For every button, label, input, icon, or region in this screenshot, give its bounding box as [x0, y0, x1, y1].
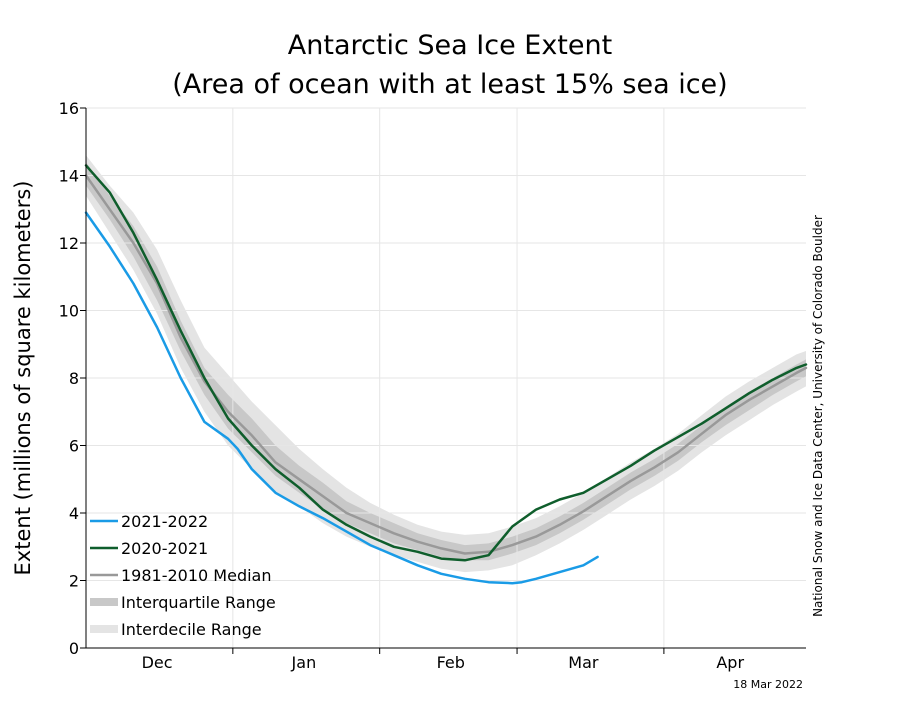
series-lines — [84, 164, 808, 585]
x-tick-label: Apr — [716, 653, 744, 672]
legend-label-interquartile-range: Interquartile Range — [121, 593, 276, 612]
x-tick-label: Feb — [437, 653, 465, 672]
credit-text: National Snow and Ice Data Center, Unive… — [811, 215, 825, 617]
chart-subtitle: (Area of ocean with at least 15% sea ice… — [172, 69, 727, 100]
y-tick-label: 4 — [69, 504, 79, 523]
y-tick-label: 0 — [69, 639, 79, 658]
y-tick-label: 6 — [69, 437, 79, 456]
y-tick-label: 16 — [59, 99, 79, 118]
y-tick-label: 10 — [59, 302, 79, 321]
series-line-2021-2022 — [84, 211, 599, 585]
x-tick-label: Dec — [142, 653, 173, 672]
legend: 2021-2022 2020-2021 1981-2010 Median Interq… — [90, 512, 276, 639]
x-tick-label: Jan — [291, 653, 317, 672]
legend-label-1981-2010-median: 1981-2010 Median — [121, 566, 272, 585]
series-line-2020-2021 — [84, 164, 808, 562]
y-tick-label: 14 — [59, 167, 79, 186]
series-line-1981-2010-median — [84, 174, 808, 555]
legend-label-2020-2021: 2020-2021 — [121, 539, 208, 558]
y-tick-label: 2 — [69, 572, 79, 591]
legend-label-2021-2022: 2021-2022 — [121, 512, 208, 531]
chart-title: Antarctic Sea Ice Extent — [288, 30, 612, 61]
date-stamp: 18 Mar 2022 — [733, 678, 803, 691]
y-tick-label: 12 — [59, 234, 79, 253]
legend-label-interdecile-range: Interdecile Range — [121, 620, 262, 639]
x-tick-label: Mar — [568, 653, 599, 672]
y-axis-title: Extent (millions of square kilometers) — [11, 181, 35, 576]
y-tick-label: 8 — [69, 369, 79, 388]
gridlines — [86, 107, 806, 648]
axes: 0 2 4 6 8 10 12 14 16 Dec Jan Feb Mar Apr — [59, 99, 806, 672]
